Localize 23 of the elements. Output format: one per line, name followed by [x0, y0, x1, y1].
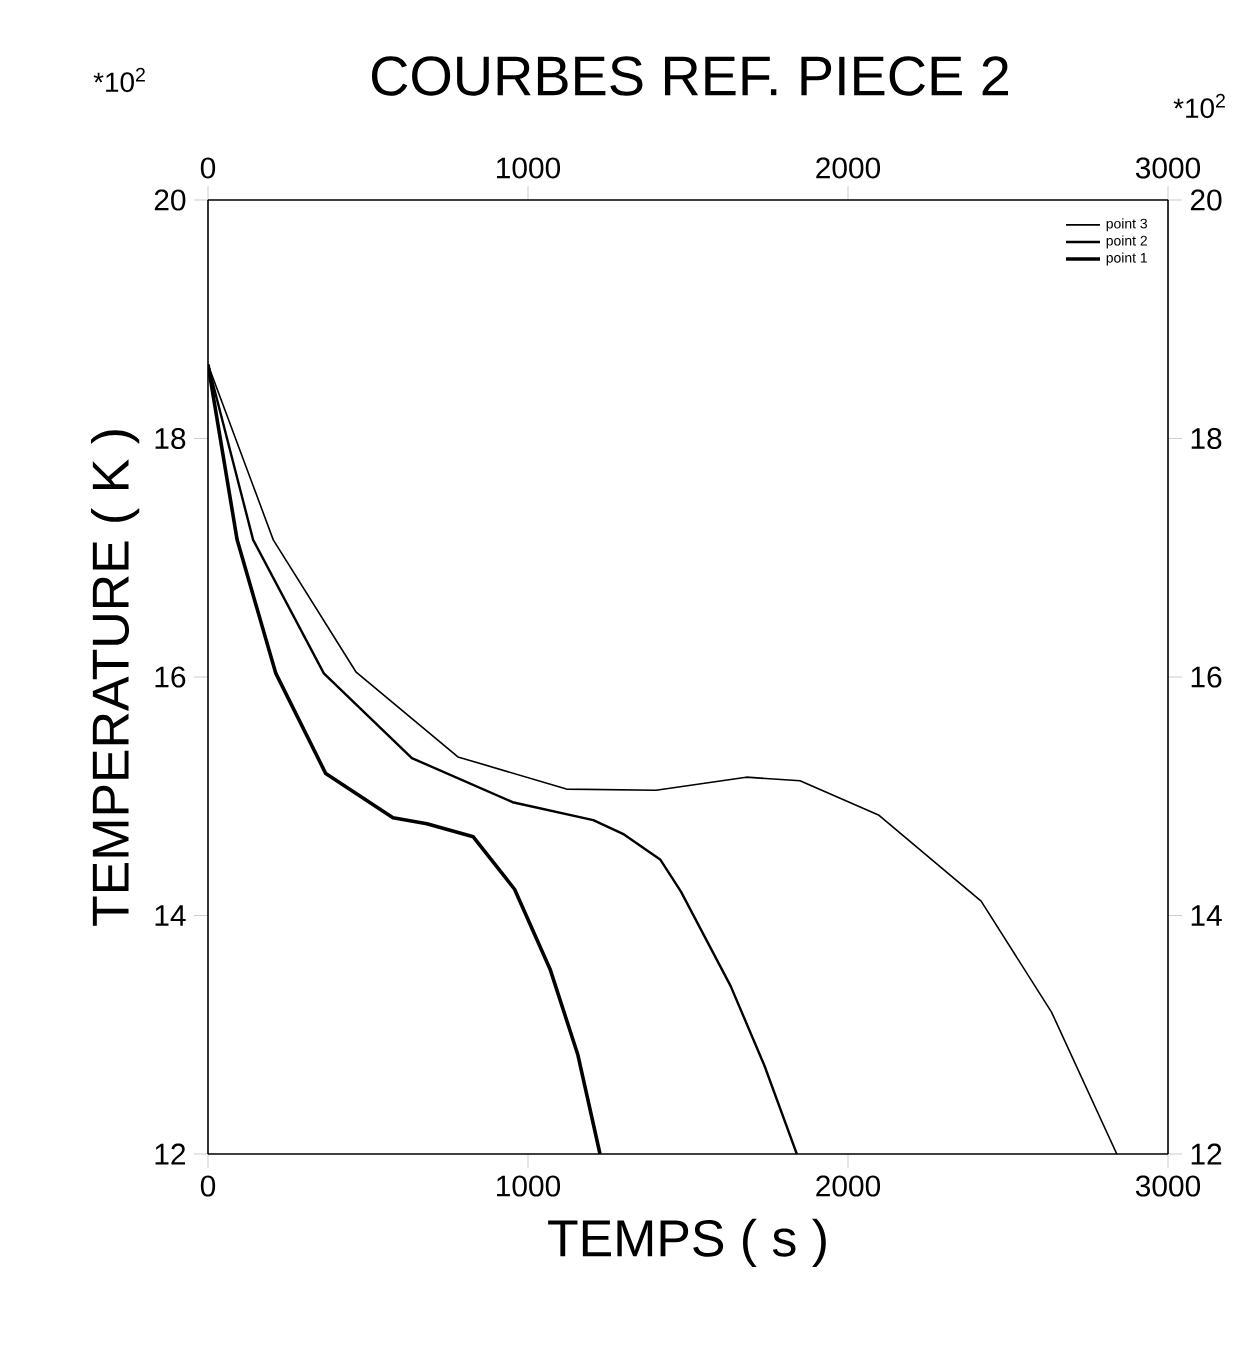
x-axis-title: TEMPS ( s )	[548, 1218, 826, 1267]
text: *10$^{2}$	[93, 67, 145, 93]
x-tick-label: 0	[200, 1175, 216, 1197]
y2-tick-label: 18	[1191, 427, 1222, 450]
y2-tick-label: 20	[1190, 189, 1222, 211]
x2-tick-label: 3000	[1135, 157, 1201, 179]
y2-tick-label: 12	[1191, 1143, 1222, 1165]
y-tick-label: 16	[155, 666, 186, 688]
x-tick-label: 2000	[816, 1175, 881, 1197]
y-tick-label: 14	[155, 905, 186, 926]
y-tick-label: 20	[154, 189, 186, 211]
chart-title: COURBES REF. PIECE 2	[371, 56, 1009, 96]
x2-tick-label: 2000	[816, 157, 881, 179]
y2-tick-label: 16	[1191, 666, 1222, 688]
text: *10$^{2}$	[1173, 93, 1225, 119]
y-tick-label: 18	[155, 427, 186, 450]
x2-tick-label: 0	[200, 157, 216, 179]
x-tick-label: 3000	[1135, 1175, 1201, 1197]
y-tick-label: 12	[155, 1143, 186, 1165]
y2-tick-label: 14	[1191, 905, 1222, 926]
y-axis-title: TEMPERATURE ( K )	[90, 430, 140, 926]
x2-tick-label: 1000	[497, 157, 561, 179]
x-tick-label: 1000	[497, 1175, 561, 1197]
